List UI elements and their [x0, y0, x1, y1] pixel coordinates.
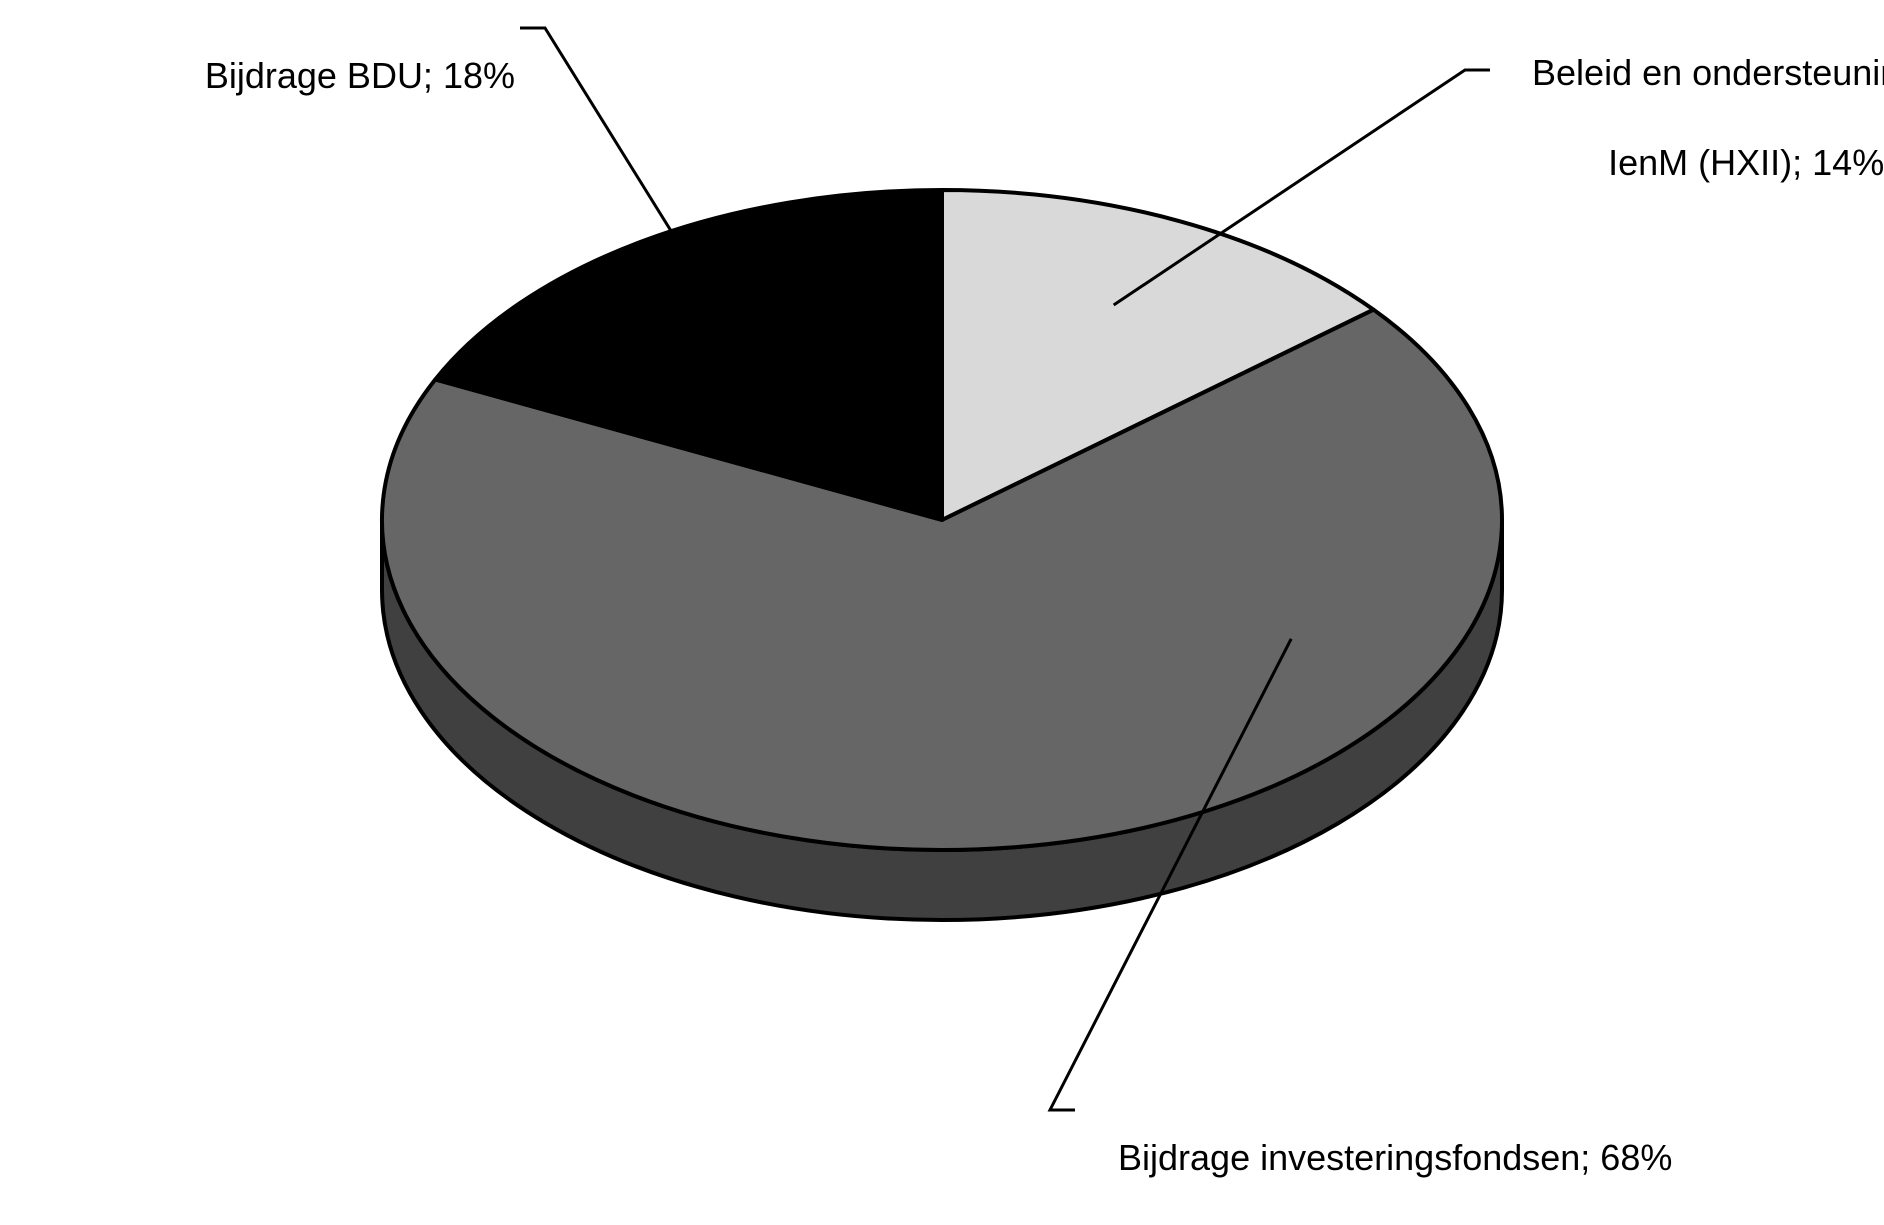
slice-label-investerings: Bijdrage investeringsfondsen; 68% [1078, 1090, 1672, 1225]
slice-label-bdu-line1: Bijdrage BDU; 18% [205, 55, 515, 96]
slice-label-beleid-line2: IenM (HXII); 14% [1532, 140, 1884, 185]
slice-label-beleid: Beleid en ondersteuning IenM (HXII); 14% [1492, 5, 1884, 230]
slice-label-bdu: Bijdrage BDU; 18% [165, 8, 515, 143]
slice-label-investerings-line1: Bijdrage investeringsfondsen; 68% [1118, 1137, 1672, 1178]
slice-label-beleid-line1: Beleid en ondersteuning [1532, 52, 1884, 93]
pie-chart-3d: Beleid en ondersteuning IenM (HXII); 14%… [0, 0, 1884, 1168]
